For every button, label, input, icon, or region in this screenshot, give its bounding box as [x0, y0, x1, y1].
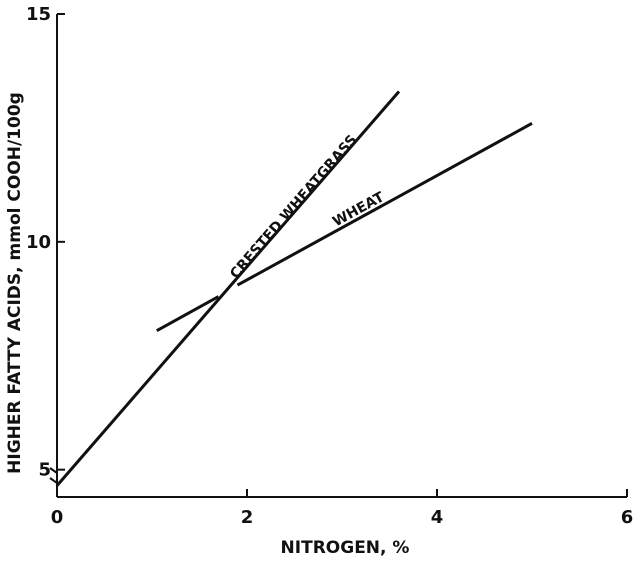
y-axis-break-mark [49, 467, 58, 484]
series-label-wheat: WHEAT [330, 189, 387, 230]
x-axis-title: NITROGEN, % [281, 538, 410, 558]
series-line-wheat-segment-1 [156, 295, 220, 332]
y-axis-title: HIGHER FATTY ACIDS, mmol COOH/100g [5, 92, 25, 474]
y-tick-label-5: 5 [38, 460, 51, 481]
x-tick-label-4: 4 [431, 507, 444, 528]
series-label-crested-wheatgrass: CRESTED WHEATGRASS [227, 132, 360, 282]
y-tick-label-15: 15 [26, 4, 51, 25]
ticks: 0 2 4 6 5 10 15 [26, 4, 633, 528]
series-line-wheat-segment-2 [236, 122, 533, 287]
y-tick-label-10: 10 [26, 232, 51, 253]
x-tick-label-6: 6 [621, 507, 633, 528]
x-tick-label-2: 2 [241, 507, 254, 528]
series-group [55, 90, 533, 487]
axes [49, 14, 627, 498]
series-line-crested-wheatgrass [55, 90, 401, 487]
x-tick-label-0: 0 [51, 507, 64, 528]
